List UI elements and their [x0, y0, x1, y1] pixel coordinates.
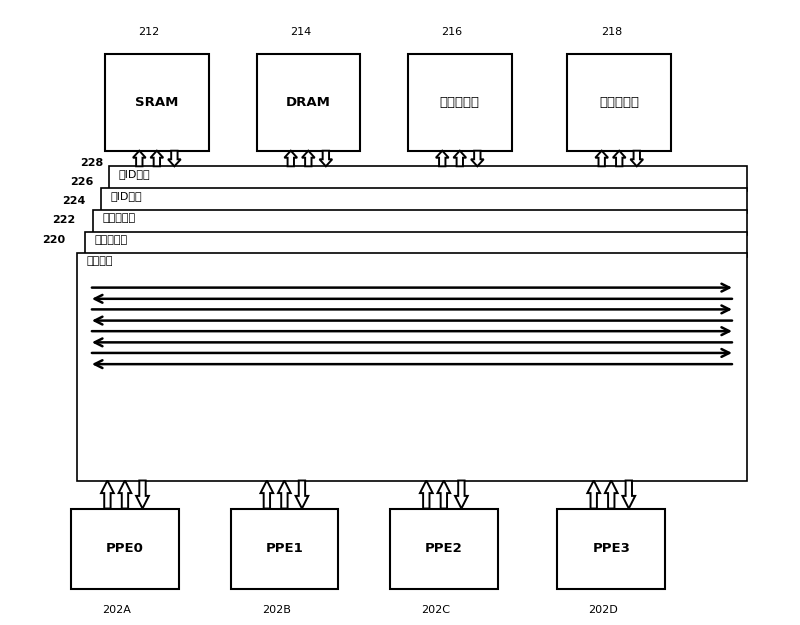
Polygon shape	[613, 151, 626, 166]
Text: 数据流接口: 数据流接口	[599, 96, 639, 109]
Bar	[105, 54, 209, 151]
Polygon shape	[168, 151, 181, 166]
Polygon shape	[622, 481, 635, 509]
Polygon shape	[302, 151, 314, 166]
Text: DRAM: DRAM	[286, 96, 330, 109]
Polygon shape	[630, 151, 643, 166]
Bar	[230, 509, 338, 589]
Polygon shape	[118, 481, 131, 509]
Bar	[109, 166, 746, 191]
Text: PPE0: PPE0	[106, 542, 144, 556]
Polygon shape	[587, 481, 600, 509]
Polygon shape	[595, 151, 608, 166]
Bar	[390, 509, 498, 589]
Polygon shape	[278, 481, 290, 509]
Text: 写ID总线: 写ID总线	[118, 169, 150, 179]
Polygon shape	[136, 481, 149, 509]
Bar	[101, 188, 746, 213]
Text: 202C: 202C	[422, 605, 450, 615]
Text: PPE2: PPE2	[425, 542, 462, 556]
Bar	[93, 210, 746, 235]
Bar	[85, 232, 746, 256]
Text: 212: 212	[138, 27, 159, 37]
Polygon shape	[455, 481, 468, 509]
Polygon shape	[454, 151, 466, 166]
Bar	[257, 54, 360, 151]
Polygon shape	[101, 481, 114, 509]
Polygon shape	[471, 151, 484, 166]
Bar	[77, 253, 746, 481]
Polygon shape	[285, 151, 297, 166]
Text: 218: 218	[601, 27, 622, 37]
Polygon shape	[436, 151, 449, 166]
Text: 222: 222	[52, 216, 75, 226]
Text: 228: 228	[80, 158, 103, 168]
Text: 224: 224	[62, 196, 86, 206]
Text: PPE3: PPE3	[592, 542, 630, 556]
Text: 214: 214	[290, 27, 311, 37]
Text: 202A: 202A	[102, 605, 131, 615]
Polygon shape	[150, 151, 163, 166]
Text: 202B: 202B	[262, 605, 291, 615]
Text: SRAM: SRAM	[135, 96, 178, 109]
Text: 写数据总线: 写数据总线	[102, 213, 136, 223]
Text: 命令总线: 命令总线	[86, 256, 113, 266]
Bar	[567, 54, 671, 151]
Text: 读数据总线: 读数据总线	[94, 235, 128, 245]
Text: 加解密鉴权: 加解密鉴权	[440, 96, 480, 109]
Text: 216: 216	[442, 27, 462, 37]
Bar	[558, 509, 665, 589]
Polygon shape	[133, 151, 146, 166]
Bar	[71, 509, 178, 589]
Polygon shape	[319, 151, 332, 166]
Text: 220: 220	[42, 236, 65, 246]
Text: 226: 226	[70, 177, 94, 187]
Text: 读ID总线: 读ID总线	[110, 191, 142, 201]
Text: 202D: 202D	[589, 605, 618, 615]
Text: PPE1: PPE1	[266, 542, 303, 556]
Polygon shape	[420, 481, 433, 509]
Polygon shape	[261, 481, 274, 509]
Polygon shape	[605, 481, 618, 509]
Polygon shape	[438, 481, 450, 509]
Polygon shape	[295, 481, 308, 509]
Bar	[408, 54, 512, 151]
